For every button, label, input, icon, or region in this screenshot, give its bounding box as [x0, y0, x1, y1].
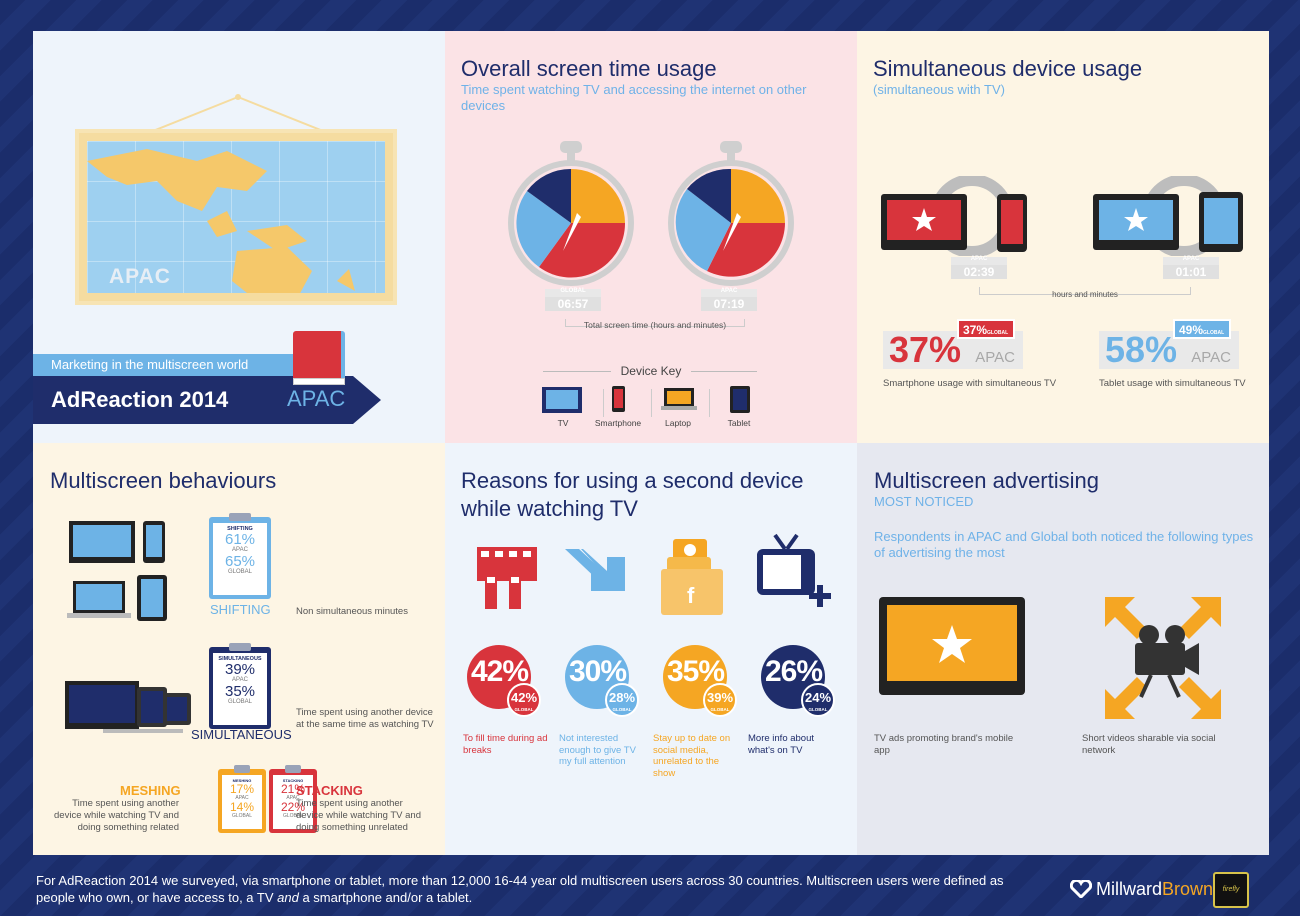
simultaneous-desc: Time spent using another device at the s… [296, 707, 434, 730]
devices-simultaneous-icon [65, 681, 191, 733]
advertising-title: Multiscreen advertising [874, 468, 1099, 493]
meshing-label: MESHING [120, 783, 181, 798]
bracket [979, 287, 1191, 295]
stopwatch-apac-icon [668, 141, 794, 286]
social-folder-icon: f [661, 539, 723, 615]
shifting-clipboard: SHIFTING 61% APAC 65% GLOBAL [209, 513, 271, 599]
global-badge: 37%GLOBAL [957, 319, 1015, 339]
laptop-key-icon [661, 388, 697, 410]
global-time-box: GLOBAL 06:57 [545, 288, 601, 311]
smartphone-key-icon [612, 386, 625, 412]
stacking-label: STACKING [296, 783, 363, 798]
reason-3-stat: 35% 39% GLOBAL [663, 645, 737, 717]
simultaneous-panel: Simultaneous device usage (simultaneous … [857, 31, 1269, 443]
tablet-stat: 58% 49%GLOBAL APAC [1099, 319, 1239, 370]
screen-time-title: Overall screen time usage [461, 56, 717, 81]
sharable-video-camera-icon [1105, 597, 1221, 719]
bracket [565, 319, 745, 327]
simultaneous-subtitle: (simultaneous with TV) [873, 82, 1005, 97]
advertising-subtitle: MOST NOTICED [874, 494, 974, 509]
global-badge: 49%GLOBAL [1173, 319, 1231, 339]
book-page [293, 378, 345, 385]
key-sep [651, 389, 652, 417]
advertising-intro: Respondents in APAC and Global both noti… [874, 529, 1254, 560]
screen-time-panel: Overall screen time usage Time spent wat… [445, 31, 857, 443]
smartphone-stat-caption: Smartphone usage with simultaneous TV [883, 378, 1057, 389]
ad-type-2-text: Short videos sharable via social network [1082, 733, 1216, 756]
reasons-title-line1: Reasons for using a second device [461, 468, 804, 493]
meshing-clipboard: MESHING 17% APAC 14% GLOBAL [218, 765, 266, 833]
tv-key-icon [542, 387, 582, 413]
footer-note: For AdReaction 2014 we surveyed, via sma… [36, 873, 1004, 905]
key-sep [709, 389, 710, 417]
reasons-panel: Reasons for using a second device while … [445, 443, 857, 855]
film-strip-icon [477, 547, 537, 609]
title-panel: APAC Marketing in the multiscreen world … [33, 31, 445, 443]
key-sep [603, 389, 604, 417]
region-label: APAC [287, 386, 346, 411]
reason-2-text: Not interested enough to give TV my full… [559, 733, 636, 767]
device-key-title: Device Key [611, 365, 691, 377]
devices-shifting-icon [67, 521, 167, 621]
tablet-time-box: APAC 01:01 [1163, 256, 1219, 279]
key-label-tablet: Tablet [727, 418, 751, 428]
tv-plus-icon [757, 533, 831, 607]
map-hanger [152, 93, 324, 133]
key-label-tv: TV [557, 418, 569, 428]
tablet-stat-caption: Tablet usage with simultaneous TV [1099, 378, 1246, 389]
banner-arrow [353, 376, 381, 424]
screen-time-subtitle: Time spent watching TV and accessing the… [461, 82, 807, 113]
reason-1-stat: 42% 42% GLOBAL [467, 645, 541, 717]
firefly-logo: firefly [1213, 872, 1249, 908]
map-label: APAC [109, 265, 171, 288]
stacking-clipboard: STACKING 21% APAC 22% GLOBAL [269, 765, 317, 833]
reason-3-text: Stay up to date on social media, unrelat… [653, 733, 731, 779]
arrow-down-right-icon [565, 549, 625, 591]
shifting-label: SHIFTING [210, 602, 271, 617]
simultaneous-clipboard: SIMULTANEOUS 39% APAC 35% GLOBAL [209, 643, 271, 729]
tv-tablet-icon [1093, 176, 1243, 256]
millward-brown-logo: MillwardBrown [1069, 878, 1213, 900]
svg-text:f: f [687, 583, 695, 608]
behaviours-panel: Multiscreen behaviours SHIFTING 61% APAC… [33, 443, 445, 855]
reason-4-stat: 26% 24% GLOBAL [761, 645, 835, 717]
tv-smartphone-icon [881, 176, 1027, 256]
apac-time-box: APAC 07:19 [701, 288, 757, 311]
tagline-banner: Marketing in the multiscreen world [33, 354, 338, 376]
total-screen-caption: Total screen time (hours and minutes) [583, 320, 727, 330]
key-label-smartphone: Smartphone [594, 418, 642, 428]
advertising-panel: Multiscreen advertising MOST NOTICED Res… [857, 443, 1269, 855]
smartphone-time-box: APAC 02:39 [951, 256, 1007, 279]
ad-type-1-text: TV ads promoting brand's mobile app [874, 733, 1014, 756]
simultaneous-label: SIMULTANEOUS [191, 727, 292, 742]
reason-4-text: More info about what's on TV [748, 733, 815, 756]
infographic-grid: APAC Marketing in the multiscreen world … [33, 31, 1269, 855]
shifting-desc: Non simultaneous minutes [296, 606, 408, 617]
meshing-desc: Time spent using another device while wa… [54, 798, 179, 833]
stacking-desc: Time spent using another device while wa… [296, 798, 421, 833]
simultaneous-title: Simultaneous device usage [873, 56, 1143, 81]
reason-1-text: To fill time during ad breaks [463, 733, 548, 756]
wall-map: APAC [75, 129, 397, 305]
key-label-laptop: Laptop [665, 418, 691, 428]
reasons-title-line2: while watching TV [461, 496, 638, 521]
behaviours-title: Multiscreen behaviours [50, 468, 277, 493]
tv-ad-star-icon [879, 597, 1025, 695]
book-icon [293, 331, 345, 385]
tablet-key-icon [730, 386, 750, 413]
millward-brown-heart-icon [1069, 878, 1093, 900]
reason-2-stat: 30% 28% GLOBAL [565, 645, 639, 717]
hours-minutes-caption: hours and minutes [1052, 290, 1118, 299]
map-landmass-icon [87, 149, 355, 293]
smartphone-stat: 37% 37%GLOBAL APAC [883, 319, 1023, 370]
stopwatch-global-icon [508, 141, 634, 286]
